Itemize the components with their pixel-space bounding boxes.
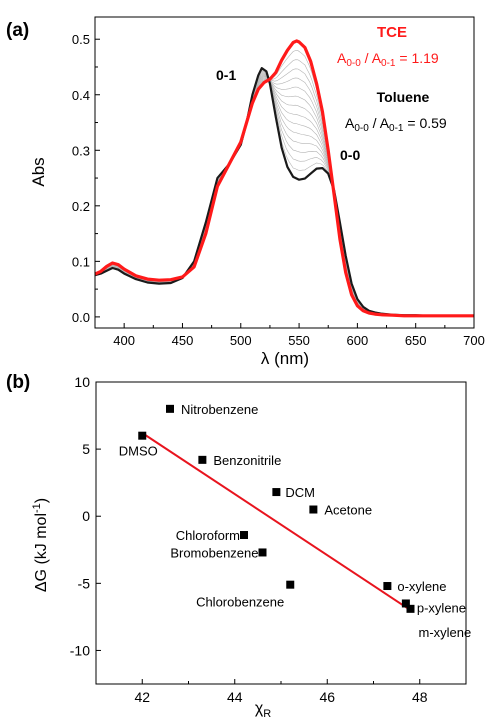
- data-point: [406, 604, 415, 613]
- panel-b-label: (b): [6, 372, 30, 393]
- ratio-toluene-a: A: [345, 115, 355, 131]
- annotation-toluene: Toluene: [377, 89, 430, 105]
- fit-line: [141, 432, 412, 612]
- data-point: [286, 580, 295, 589]
- y-tick-label: 10: [74, 374, 90, 390]
- y-tick-label: 0.4: [72, 88, 90, 103]
- data-point: [258, 548, 267, 557]
- panel-a-ylabel: Abs: [29, 157, 48, 186]
- ratio-tce-mid: / A: [361, 50, 382, 66]
- fit-line-group: [141, 432, 412, 612]
- panel-b-xlabel-sub: R: [263, 708, 271, 717]
- point-label: Benzonitrile: [213, 453, 281, 468]
- x-tick-label: 450: [172, 333, 194, 348]
- point-label: Acetone: [324, 503, 372, 518]
- panel-b-ylabel-sup: -1: [31, 503, 43, 513]
- x-tick-label: 48: [412, 689, 428, 705]
- panel-b-ticks: 42 44 46 48 -10 -5 0 5 10: [70, 374, 428, 705]
- point-label: Chloroform: [176, 528, 240, 543]
- point-label: m-xylene: [419, 625, 472, 640]
- x-tick-label: 700: [463, 333, 485, 348]
- y-tick-label: -5: [78, 575, 91, 591]
- x-tick-label: 500: [230, 333, 252, 348]
- y-tick-label: 0.5: [72, 32, 90, 47]
- annotation-0-0: 0-0: [340, 147, 360, 163]
- point-label: DMSO: [119, 444, 158, 459]
- ratio-tce-value: = 1.19: [395, 50, 438, 66]
- point-label: p-xylene: [417, 600, 466, 615]
- point-label: Nitrobenzene: [181, 402, 258, 417]
- x-tick-label: 400: [113, 333, 135, 348]
- point-label: o-xylene: [397, 579, 446, 594]
- ratio-tce-sub2: 0-1: [381, 58, 396, 69]
- panel-b: (b) ΔG (kJ mol-1) χR Nitrobenzene DMSO Ben…: [6, 372, 471, 717]
- x-tick-label: 550: [288, 333, 310, 348]
- panel-b-xlabel: χR: [255, 700, 271, 717]
- spectra-series: [94, 39, 474, 318]
- ratio-toluene-sub1: 0-0: [354, 123, 369, 134]
- x-tick-label: 42: [134, 689, 150, 705]
- ratio-toluene: A0-0 / A0-1 = 0.59: [345, 115, 447, 134]
- ratio-toluene-value: = 0.59: [403, 115, 446, 131]
- data-point: [138, 431, 147, 440]
- series-tce-line: [94, 39, 474, 318]
- panel-b-frame: [95, 381, 467, 685]
- point-label: Chlorobenzene: [196, 595, 284, 610]
- annotation-tce: TCE: [377, 24, 407, 41]
- x-tick-label: 650: [405, 333, 427, 348]
- x-tick-label: 46: [319, 689, 335, 705]
- x-tick-label: 600: [347, 333, 369, 348]
- data-point: [198, 455, 207, 464]
- y-tick-label: 0.1: [72, 254, 90, 269]
- data-point: [166, 404, 174, 413]
- x-tick-label: 44: [227, 689, 243, 705]
- annotation-0-1: 0-1: [216, 67, 236, 83]
- panel-b-ylabel-main: ΔG (kJ mol: [33, 513, 50, 592]
- data-point: [383, 582, 392, 591]
- panel-b-ylabel: ΔG (kJ mol-1): [31, 498, 50, 592]
- data-point: [309, 505, 318, 514]
- data-point: [240, 531, 248, 540]
- y-tick-label: -10: [70, 642, 90, 658]
- panel-b-xlabel-main: χ: [255, 700, 264, 717]
- ratio-toluene-sub2: 0-1: [389, 123, 404, 134]
- panel-a-label: (a): [6, 20, 29, 41]
- panel-a: (a) Abs λ (nm) 400 450 500 550 600 650 700 0.0 0…: [6, 16, 485, 368]
- data-points: Nitrobenzene DMSO Benzonitrile DCM Acetone Ch…: [119, 402, 472, 640]
- panel-b-ylabel-end: ): [33, 498, 50, 503]
- ratio-tce-a: A: [337, 50, 347, 66]
- ratio-toluene-mid: / A: [369, 115, 390, 131]
- point-label: DCM: [285, 485, 315, 500]
- y-tick-label: 5: [82, 441, 90, 457]
- panel-a-xlabel: λ (nm): [261, 349, 309, 368]
- panel-a-ticks: 400 450 500 550 600 650 700 0.0 0.1 0.2 0.3 0.4 0.5: [72, 32, 485, 348]
- point-label: Bromobenzene: [170, 545, 258, 560]
- ratio-tce: A0-0 / A0-1 = 1.19: [337, 50, 439, 69]
- y-tick-label: 0.0: [72, 310, 90, 325]
- ratio-tce-sub1: 0-0: [346, 58, 361, 69]
- y-tick-label: 0.3: [72, 143, 90, 158]
- y-tick-label: 0.2: [72, 199, 90, 214]
- series-toluene-line: [94, 67, 474, 317]
- y-tick-label: 0: [82, 508, 90, 524]
- data-point: [272, 488, 281, 497]
- panel-a-frame: [94, 16, 475, 329]
- data-point: [401, 599, 410, 608]
